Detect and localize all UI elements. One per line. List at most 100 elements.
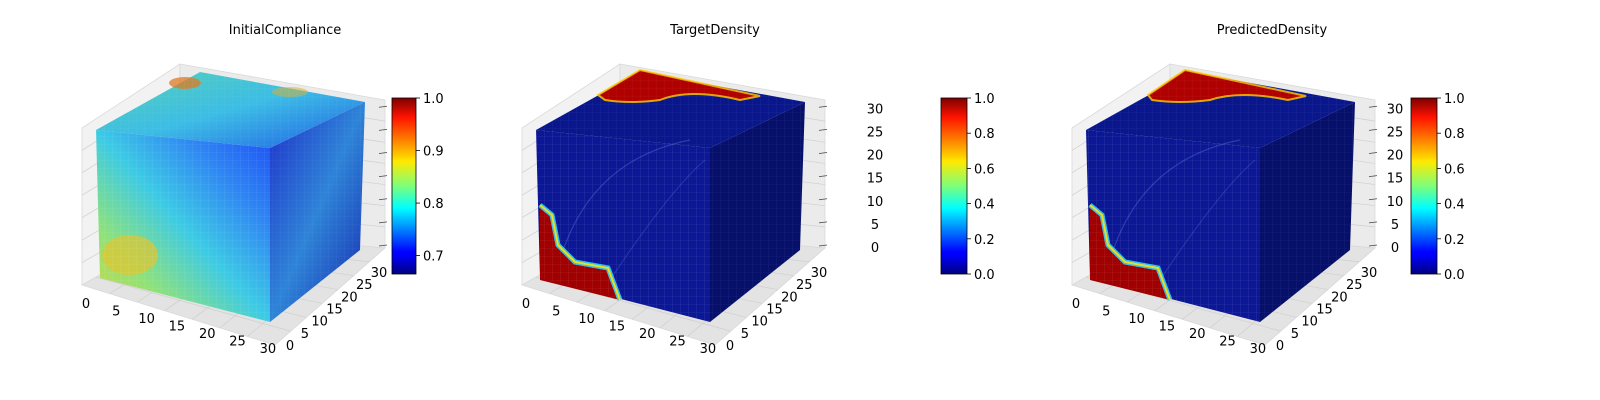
z-tick-label: 30 <box>1387 102 1404 117</box>
z-tick-label: 15 <box>867 172 884 187</box>
y-tick-label: 5 <box>1291 327 1299 342</box>
z-tick-mark <box>818 175 828 178</box>
y-tick-label: 10 <box>311 315 328 330</box>
x-tick-label: 0 <box>522 297 530 312</box>
x-tick-label: 10 <box>578 312 595 327</box>
x-tick-label: 15 <box>1159 320 1176 335</box>
voxel-mesh <box>1086 130 1260 322</box>
colorbar-tick-label: 0.0 <box>1444 268 1465 283</box>
y-tick-label: 0 <box>1276 339 1284 354</box>
y-tick-label: 15 <box>766 302 783 317</box>
z-tick-mark <box>378 128 388 131</box>
z-tick-label: 25 <box>1387 125 1404 140</box>
z-tick-mark <box>818 198 828 201</box>
z-tick-mark <box>818 152 828 154</box>
grid-line <box>95 276 291 332</box>
voxel-mesh <box>536 72 805 148</box>
z-tick-mark <box>1368 152 1378 154</box>
colorbar-tick-label: 0.2 <box>974 233 995 248</box>
z-tick-label: 15 <box>1387 172 1404 187</box>
z-tick-mark <box>1368 198 1378 201</box>
x-tick-label: 25 <box>229 335 246 350</box>
voxel-mesh <box>1086 72 1355 148</box>
y-tick-label: 15 <box>326 302 343 317</box>
z-tick-label: 0 <box>871 241 879 256</box>
colorbar-tick-label: 1.0 <box>1444 92 1465 107</box>
colorbar-tick-label: 0.8 <box>1444 127 1465 142</box>
x-tick-label: 15 <box>169 320 186 335</box>
y-tick-label: 20 <box>1331 290 1348 305</box>
y-tick-label: 0 <box>286 339 294 354</box>
y-tick-label: 5 <box>741 327 749 342</box>
colorbar-tick-label: 0.0 <box>974 268 995 283</box>
z-tick-label: 10 <box>867 195 884 210</box>
colorbar-tick-label: 0.8 <box>974 127 995 142</box>
y-tick-label: 20 <box>781 290 798 305</box>
chart-title: TargetDensity <box>669 23 760 38</box>
z-tick-mark <box>378 105 388 108</box>
colorbar-tick-label: 1.0 <box>423 92 444 107</box>
y-tick-label: 10 <box>1301 315 1318 330</box>
colorbar-tick-label: 0.9 <box>423 145 444 160</box>
voxel-mesh <box>710 102 805 322</box>
x-tick-label: 20 <box>1189 327 1206 342</box>
z-tick-mark <box>818 128 828 131</box>
x-tick-label: 25 <box>1219 335 1236 350</box>
z-tick-label: 10 <box>1387 195 1404 210</box>
z-tick-label: 5 <box>1391 218 1399 233</box>
z-tick-mark <box>1368 128 1378 131</box>
z-tick-mark <box>1368 221 1378 224</box>
x-tick-label: 5 <box>1102 305 1110 320</box>
y-tick-label: 30 <box>811 266 828 281</box>
y-tick-label: 15 <box>1316 302 1333 317</box>
colorbar-tick-label: 0.4 <box>974 198 995 213</box>
y-tick-label: 5 <box>301 327 309 342</box>
voxel-mesh <box>1260 102 1355 322</box>
x-tick-label: 20 <box>639 327 656 342</box>
y-tick-label: 25 <box>1346 278 1363 293</box>
x-tick-label: 30 <box>700 342 717 357</box>
voxel-mesh <box>536 130 710 322</box>
z-tick-mark <box>378 198 388 201</box>
x-tick-label: 20 <box>199 327 216 342</box>
colorbar <box>1410 97 1438 275</box>
colorbar-tick-label: 0.7 <box>423 250 444 265</box>
z-tick-mark <box>1368 105 1378 108</box>
z-tick-mark <box>818 244 828 247</box>
z-tick-label: 25 <box>867 125 884 140</box>
x-tick-label: 0 <box>82 297 90 312</box>
chart-title: PredictedDensity <box>1217 23 1328 38</box>
y-tick-label: 0 <box>726 339 734 354</box>
z-tick-label: 5 <box>871 218 879 233</box>
colorbar <box>391 97 417 275</box>
z-tick-label: 30 <box>867 102 884 117</box>
x-tick-label: 10 <box>138 312 155 327</box>
z-tick-mark <box>1368 175 1378 178</box>
y-tick-label: 25 <box>356 278 373 293</box>
x-tick-label: 30 <box>1250 342 1267 357</box>
y-tick-label: 20 <box>341 290 358 305</box>
x-tick-label: 0 <box>1072 297 1080 312</box>
z-tick-mark <box>378 152 388 154</box>
z-tick-label: 0 <box>1391 241 1399 256</box>
colorbar-tick-label: 1.0 <box>974 92 995 107</box>
voxel-mesh <box>96 130 270 322</box>
colorbar-tick-label: 0.4 <box>1444 198 1465 213</box>
voxel-mesh <box>96 72 365 148</box>
x-tick-label: 30 <box>260 342 277 357</box>
z-tick-mark <box>378 244 388 247</box>
y-tick-label: 10 <box>751 315 768 330</box>
x-tick-label: 5 <box>552 305 560 320</box>
z-tick-mark <box>1368 244 1378 247</box>
colorbar-tick-label: 0.6 <box>974 162 995 177</box>
y-tick-label: 25 <box>796 278 813 293</box>
voxel-mesh <box>270 102 365 322</box>
colorbar-tick-label: 0.8 <box>423 197 444 212</box>
chart-title: InitialCompliance <box>229 23 342 38</box>
y-tick-label: 30 <box>371 266 388 281</box>
z-tick-mark <box>378 175 388 178</box>
